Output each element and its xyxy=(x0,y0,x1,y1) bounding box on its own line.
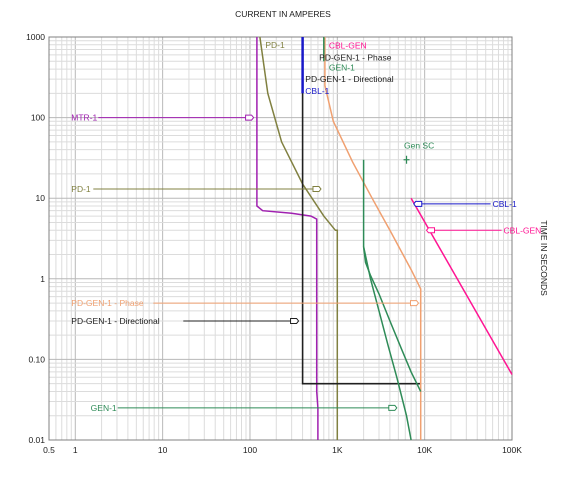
grid xyxy=(48,37,512,441)
callout-arrow xyxy=(413,200,423,207)
curve-label: GEN-1 xyxy=(329,62,355,72)
callouts-group: MTR-1 PD-1 PD-GEN-1 - Phase PD-GEN-1 - Dire… xyxy=(71,113,541,413)
y-tick-label: 1 xyxy=(40,274,45,284)
series-line xyxy=(362,246,412,441)
curve-label: Gen SC xyxy=(404,141,434,151)
callout-arrow xyxy=(245,114,255,121)
callout-label: CBL-GEN xyxy=(504,225,542,235)
y-tick-label: 0.10 xyxy=(28,354,45,364)
series-line xyxy=(324,37,422,440)
callout-arrow xyxy=(312,186,322,193)
curve-label: PD-GEN-1 - Directional xyxy=(305,74,393,84)
curve-label: CBL-1 xyxy=(305,86,329,96)
curve-label: CBL-GEN xyxy=(329,41,367,51)
y-tick-label: 10 xyxy=(36,193,46,203)
series-line xyxy=(256,37,319,440)
callout-arrow xyxy=(290,317,300,324)
x-tick-label: 100 xyxy=(243,445,257,455)
series-line xyxy=(362,159,422,392)
x-tick-label: 1K xyxy=(332,445,343,455)
x-tick-label: 100K xyxy=(502,445,522,455)
callout-arrow xyxy=(409,300,420,307)
series-line xyxy=(410,197,513,375)
callout-label: CBL-1 xyxy=(493,199,517,209)
y-tick-label: 1000 xyxy=(26,32,45,42)
curve-label: PD-GEN-1 - Phase xyxy=(319,52,392,62)
x-tick-label: 10 xyxy=(158,445,168,455)
y-tick-label: 100 xyxy=(31,113,45,123)
y-tick-label: 0.01 xyxy=(28,435,45,445)
x-tick-label: 1 xyxy=(73,445,78,455)
plot-frame xyxy=(48,36,513,441)
y-axis-label: TIME IN SECONDS xyxy=(539,220,549,296)
ticks-group: 0.5 1 10 100 1K 10K 100K 1000 100 10 1 0.10 0.01 xyxy=(26,32,522,455)
curve-label: PD-1 xyxy=(265,40,285,50)
callout-label: PD-1 xyxy=(71,184,91,194)
callout-label: PD-GEN-1 - Directional xyxy=(71,316,159,326)
chart-title: CURRENT IN AMPERES xyxy=(235,9,331,19)
callout-label: PD-GEN-1 - Phase xyxy=(71,298,144,308)
callout-arrow xyxy=(425,227,436,234)
callout-arrow xyxy=(388,404,398,411)
x-tick-label: 0.5 xyxy=(43,445,55,455)
series-group xyxy=(256,36,513,441)
callout-label: GEN-1 xyxy=(91,403,117,413)
x-tick-label: 10K xyxy=(417,445,432,455)
series-line xyxy=(259,36,339,440)
callout-label: MTR-1 xyxy=(71,113,97,123)
series-line xyxy=(301,37,421,385)
